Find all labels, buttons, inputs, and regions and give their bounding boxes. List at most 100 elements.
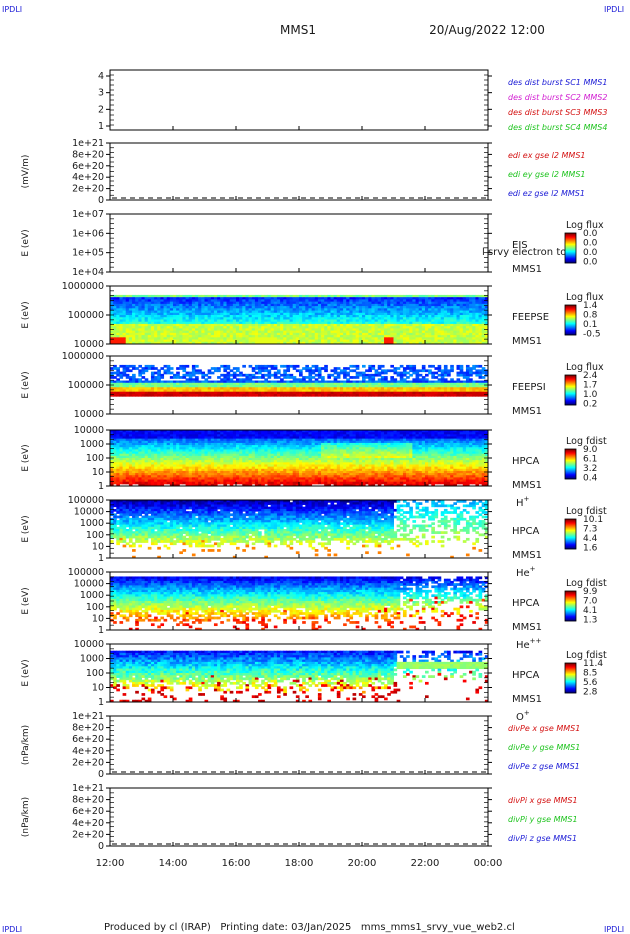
spacecraft-label: MMS1	[512, 622, 542, 633]
colorbar-tick-label: 2.4	[583, 371, 598, 381]
spacecraft-label: MMS1	[512, 264, 542, 275]
y-tick-label: 10	[92, 683, 104, 694]
overflow-label: l srvy electron to	[482, 247, 566, 258]
minor-ticks-divpe	[110, 720, 488, 770]
y-tick-label: 2	[98, 104, 104, 115]
legend-entry: edi ez gse l2 MMS1	[508, 189, 585, 198]
x-tick-label: 22:00	[411, 858, 440, 869]
colorbar-hpca-h	[565, 449, 576, 480]
minor-ticks-eis	[110, 218, 488, 268]
frame-eis	[109, 213, 489, 273]
y-tick-label: 1e+06	[72, 228, 104, 239]
minor-ticks-hpca-hepp	[110, 576, 488, 626]
minor-ticks-hpca-o	[110, 648, 488, 698]
colorbar-tick-label: 0.0	[583, 229, 598, 239]
y-tick-label: 100000	[68, 567, 104, 578]
legend-entry: divPe x gse MMS1	[508, 724, 580, 733]
colorbar-frame	[564, 374, 577, 406]
y-tick-label: 10000	[74, 507, 104, 518]
species-label: O+	[516, 709, 530, 723]
y-tick-label: 1000	[80, 654, 104, 665]
legend-entry: divPe y gse MMS1	[508, 743, 580, 752]
colorbar-tick-label: 4.4	[583, 534, 598, 544]
y-tick-label: 1000000	[62, 281, 104, 292]
x-tick-label: 18:00	[285, 858, 314, 869]
legend-entry: des dist burst SC3 MMS3	[508, 108, 607, 117]
legend-entry: des dist burst SC1 MMS1	[508, 78, 607, 87]
species-label: H+	[516, 495, 530, 509]
y-tick-label: 100	[86, 668, 104, 679]
legend-entry: divPi x gse MMS1	[508, 796, 578, 805]
frame-divpe	[109, 715, 489, 775]
x-tick-label: 00:00	[474, 858, 503, 869]
y-axis-label: E (eV)	[21, 515, 31, 542]
spectrogram-feepse	[110, 294, 489, 345]
y-axis-label: E (eV)	[21, 371, 31, 398]
legend-entry: divPi z gse MMS1	[508, 834, 577, 843]
species-label: He++	[516, 637, 542, 651]
y-axis-label: E (eV)	[21, 229, 31, 256]
date-title: 20/Aug/2022 12:00	[429, 23, 545, 37]
x-tick-label: 16:00	[222, 858, 251, 869]
colorbar-title: Log flux	[566, 292, 604, 303]
footer-credit: Produced by cl (IRAP) Printing date: 03/…	[104, 922, 515, 933]
spacecraft-label: MMS1	[512, 550, 542, 561]
colorbar-tick-label: 5.6	[583, 678, 598, 688]
y-tick-label: 1e+07	[72, 209, 104, 220]
y-axis-label: E (eV)	[21, 659, 31, 686]
colorbar-tick-label: -0.5	[583, 330, 601, 340]
x-tick-label: 14:00	[159, 858, 188, 869]
legend-entry: des dist burst SC4 MMS4	[508, 123, 607, 132]
spectrogram-hpca-hepp	[110, 576, 489, 631]
panel-feepsi: 1000000 100000 10000 E (eV) FEEPSI MMS1 Log fl…	[21, 351, 604, 420]
y-tick-label: 0	[98, 769, 104, 780]
colorbar-tick-label: 3.2	[583, 464, 597, 474]
y-tick-label: 10000	[74, 339, 104, 350]
y-tick-label: 10000	[74, 579, 104, 590]
corner-tag-top-right: IPDLI	[604, 5, 624, 14]
y-tick-label: 1e+21	[72, 138, 104, 149]
y-tick-label: 3	[98, 88, 104, 99]
y-tick-label: 4	[98, 71, 104, 82]
x-tick-label: 20:00	[348, 858, 377, 869]
y-tick-label: 1e+21	[72, 711, 104, 722]
colorbar-hpca-o	[565, 663, 576, 694]
colorbar-tick-label: 10.1	[583, 515, 603, 525]
y-tick-label: 100000	[68, 310, 104, 321]
colorbar-frame	[564, 232, 577, 264]
colorbar-frame	[564, 448, 577, 480]
colorbar-tick-label: 1.0	[583, 390, 598, 400]
colorbar-tick-label: 0.0	[583, 258, 598, 268]
legend-entry: edi ey gse l2 MMS1	[508, 170, 586, 179]
colorbar-hpca-hepp	[565, 591, 576, 622]
colorbar-tick-label: 9.0	[583, 445, 598, 455]
frame-edi	[109, 142, 489, 201]
y-tick-label: 1	[98, 553, 104, 564]
y-tick-label: 1	[98, 625, 104, 636]
y-tick-label: 100000	[68, 380, 104, 391]
y-tick-label: 0	[98, 195, 104, 206]
instrument-label: FEEPSI	[512, 382, 546, 393]
spectrogram-hpca-h	[110, 430, 489, 487]
instrument-label: HPCA	[512, 456, 540, 467]
y-tick-label: 1	[98, 697, 104, 708]
legend-entry: edi ex gse l2 MMS1	[508, 151, 586, 160]
minor-ticks-des-dist	[110, 74, 488, 126]
y-tick-label: 6e+20	[72, 161, 104, 172]
colorbar-tick-label: 4.1	[583, 606, 597, 616]
mission-title: MMS1	[280, 23, 316, 37]
panels: 4 3 2 1 des dist burst SC1 MMS1 des dist burs…	[21, 69, 607, 852]
spectrogram-hpca-o	[110, 650, 489, 703]
colorbar-tick-label: 0.2	[583, 400, 597, 410]
y-tick-label: 8e+20	[72, 723, 104, 734]
y-tick-label: 2e+20	[72, 757, 104, 768]
y-tick-label: 8e+20	[72, 149, 104, 160]
y-axis-label: (nPa/km)	[21, 797, 31, 837]
colorbar-tick-label: 1.6	[583, 544, 598, 554]
y-axis-label: E (eV)	[21, 301, 31, 328]
panel-eis: 1e+07 1e+06 1e+05 1e+04 E (eV) EIS MMS1 l srvy …	[21, 209, 604, 278]
y-tick-label: 1e+21	[72, 783, 104, 794]
panel-des-dist: 4 3 2 1 des dist burst SC1 MMS1 des dist burs…	[98, 69, 607, 132]
